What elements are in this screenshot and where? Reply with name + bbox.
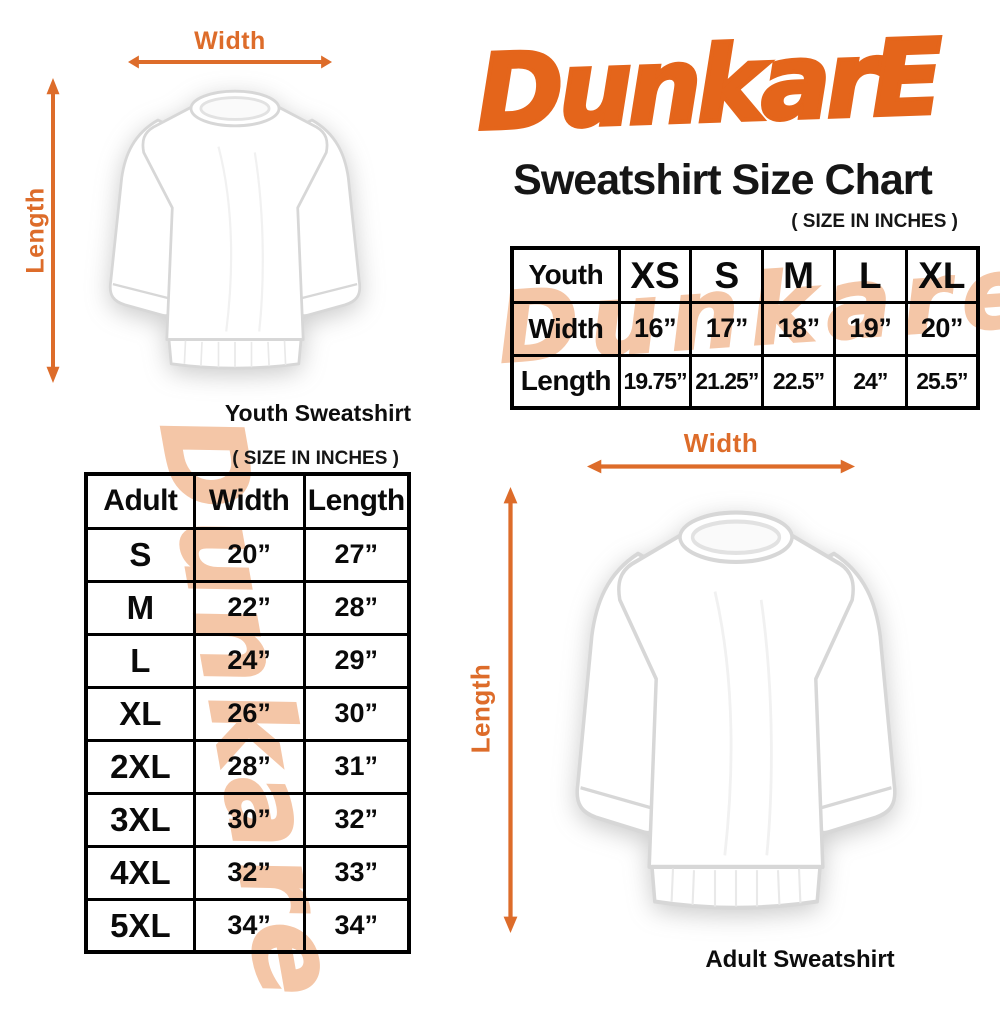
table-cell: 2XL bbox=[84, 738, 196, 795]
table-cell: Width bbox=[192, 472, 306, 530]
table-row: Length 19.75” 21.25” 22.5” 24” 25.5” bbox=[510, 353, 980, 410]
table-row: 2XL 28” 31” bbox=[84, 738, 411, 795]
table-cell: 32” bbox=[192, 844, 306, 901]
table-row: Youth XS S M L XL bbox=[510, 246, 980, 304]
adult-caption: Adult Sweatshirt bbox=[705, 946, 895, 973]
table-cell: L bbox=[832, 246, 908, 304]
table-cell: 34” bbox=[302, 897, 411, 954]
table-cell: 18” bbox=[761, 300, 836, 357]
table-cell: XL bbox=[904, 246, 980, 304]
table-cell: 20” bbox=[192, 526, 306, 583]
size-note-youth: ( SIZE IN INCHES ) bbox=[791, 211, 958, 232]
table-cell: S bbox=[689, 246, 765, 304]
adult-size-table: Adult Width Length S 20” 27” M 22” 28” L… bbox=[84, 472, 411, 954]
table-cell: Youth bbox=[510, 246, 621, 304]
table-cell: 22.5” bbox=[761, 353, 836, 410]
table-cell: 29” bbox=[302, 632, 411, 689]
youth-size-table: Youth XS S M L XL Width 16” 17” 18” 19” … bbox=[510, 246, 980, 410]
table-cell: 32” bbox=[302, 791, 411, 848]
table-cell: 28” bbox=[192, 738, 306, 795]
table-cell: Adult bbox=[84, 472, 196, 530]
table-row: 3XL 30” 32” bbox=[84, 791, 411, 848]
size-note-adult: ( SIZE IN INCHES ) bbox=[232, 448, 399, 469]
table-cell: 17” bbox=[689, 300, 765, 357]
youth-caption: Youth Sweatshirt bbox=[224, 400, 412, 426]
table-cell: 19” bbox=[832, 300, 908, 357]
adult-length-arrow-icon bbox=[502, 487, 519, 933]
table-cell: 22” bbox=[192, 579, 306, 636]
table-cell: 31” bbox=[302, 738, 411, 795]
table-cell: 21.25” bbox=[689, 353, 765, 410]
table-cell: M bbox=[761, 246, 836, 304]
adult-width-arrow-icon bbox=[587, 458, 855, 475]
table-cell: XL bbox=[84, 685, 196, 742]
table-row: 4XL 32” 33” bbox=[84, 844, 411, 901]
table-row: XL 26” 30” bbox=[84, 685, 411, 742]
table-cell: 24” bbox=[192, 632, 306, 689]
youth-length-arrow-icon bbox=[45, 78, 61, 383]
youth-width-arrow-icon bbox=[128, 54, 332, 70]
table-cell: 5XL bbox=[84, 897, 196, 954]
table-cell: 30” bbox=[192, 791, 306, 848]
table-row: Width 16” 17” 18” 19” 20” bbox=[510, 300, 980, 357]
adult-sweatshirt-image bbox=[526, 468, 946, 946]
table-row: L 24” 29” bbox=[84, 632, 411, 689]
table-cell: 19.75” bbox=[617, 353, 693, 410]
table-cell: 34” bbox=[192, 897, 306, 954]
table-cell: 16” bbox=[617, 300, 693, 357]
table-cell: 20” bbox=[904, 300, 980, 357]
table-cell: XS bbox=[617, 246, 693, 304]
table-row: Adult Width Length bbox=[84, 472, 411, 530]
table-cell: 30” bbox=[302, 685, 411, 742]
table-cell: L bbox=[84, 632, 196, 689]
table-cell: 28” bbox=[302, 579, 411, 636]
table-cell: 25.5” bbox=[904, 353, 980, 410]
youth-sweatshirt-image bbox=[70, 60, 400, 395]
table-cell: 27” bbox=[302, 526, 411, 583]
table-cell: 3XL bbox=[84, 791, 196, 848]
adult-length-label: Length bbox=[465, 663, 496, 754]
table-cell: 33” bbox=[302, 844, 411, 901]
page-title: Sweatshirt Size Chart bbox=[513, 156, 933, 204]
youth-length-label: Length bbox=[21, 186, 50, 274]
table-row: S 20” 27” bbox=[84, 526, 411, 583]
table-cell: S bbox=[84, 526, 196, 583]
table-cell: 26” bbox=[192, 685, 306, 742]
table-cell: M bbox=[84, 579, 196, 636]
table-row: M 22” 28” bbox=[84, 579, 411, 636]
table-cell: 4XL bbox=[84, 844, 196, 901]
table-cell: 24” bbox=[832, 353, 908, 410]
table-row: 5XL 34” 34” bbox=[84, 897, 411, 954]
brand-logo: DunkarE bbox=[473, 13, 942, 155]
youth-width-label: Width bbox=[194, 27, 266, 55]
table-cell: Width bbox=[510, 300, 621, 357]
table-cell: Length bbox=[510, 353, 621, 410]
adult-width-label: Width bbox=[683, 428, 759, 458]
table-cell: Length bbox=[302, 472, 411, 530]
